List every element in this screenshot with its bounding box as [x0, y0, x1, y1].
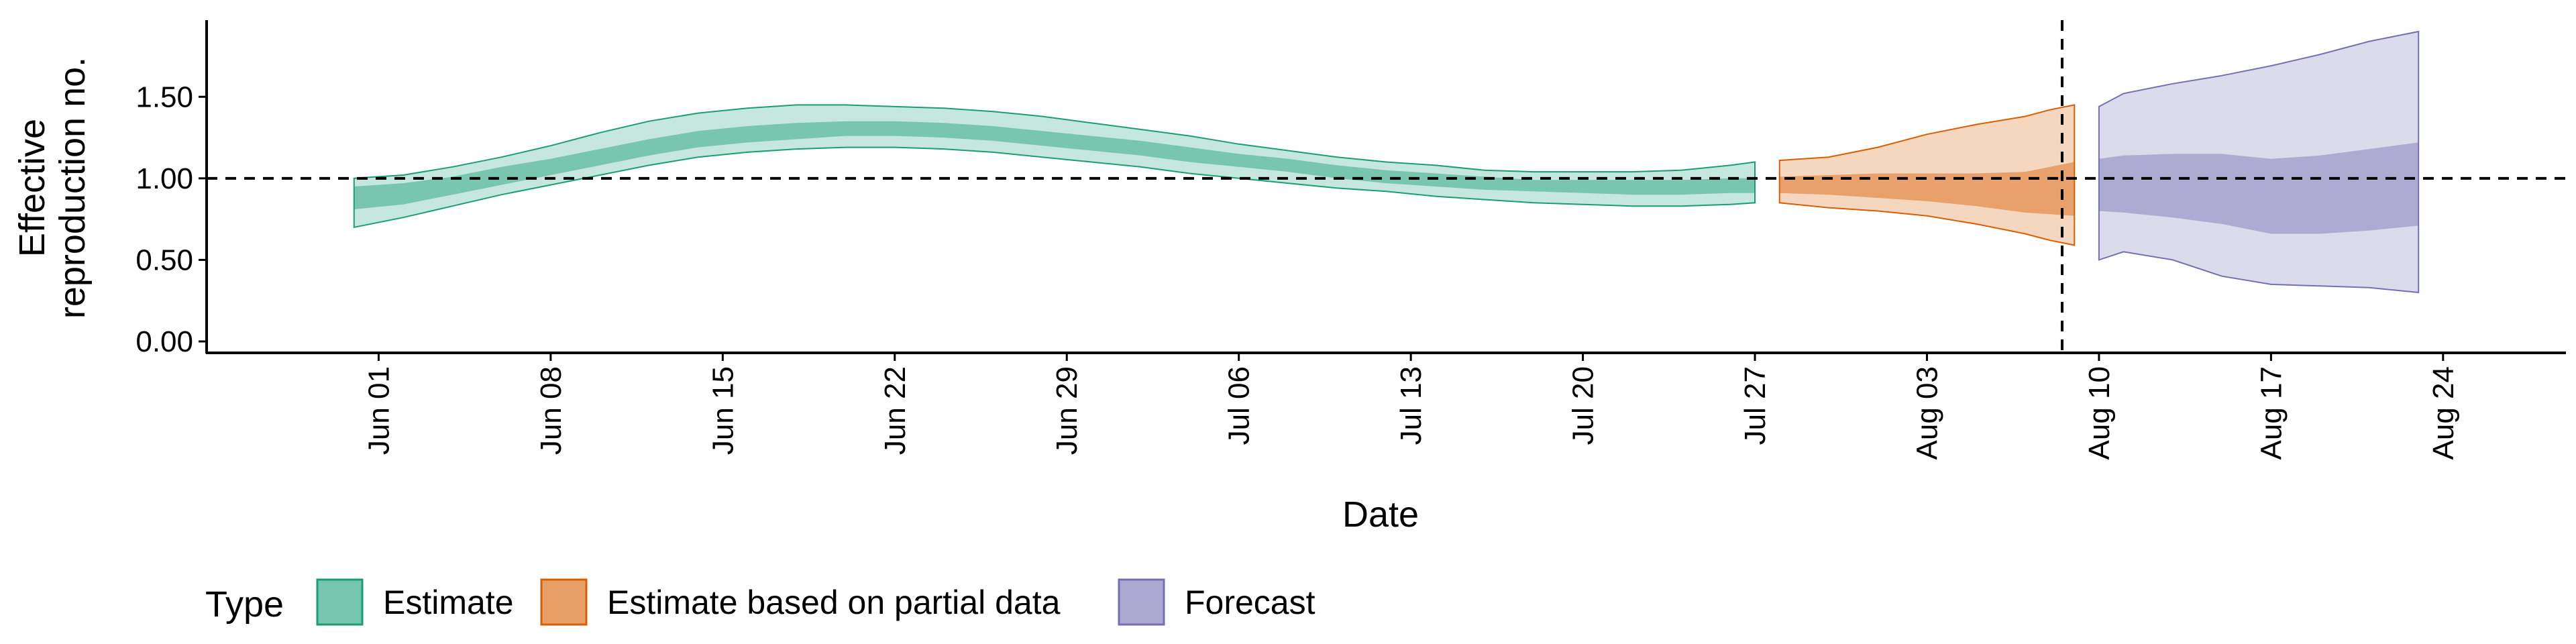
x-tick-label: Aug 17 [2255, 366, 2288, 460]
y-axis-title-line1: Effective [12, 119, 52, 257]
x-tick-label: Jun 01 [362, 366, 395, 455]
legend-label-estimate-based-on-partial-data: Estimate based on partial data [607, 584, 1061, 621]
band-90-estimate [353, 104, 1756, 229]
legend-label-estimate: Estimate [383, 584, 514, 621]
x-tick-label: Jun 29 [1051, 366, 1083, 455]
band-90-forecast [2098, 30, 2420, 294]
y-axis-title-line2: reproduction no. [52, 57, 93, 319]
legend-key-estimate [316, 578, 364, 626]
x-tick-label: Jul 06 [1223, 366, 1256, 445]
x-tick-label: Jun 08 [535, 366, 568, 455]
axes: 0.00 0.50 1.00 1.50 Jun 01 Jun 08 Jun 15 Jun 22… [136, 20, 2566, 460]
series-estimate [353, 104, 1756, 229]
series-estimate-based-on-partial-data [1778, 104, 2076, 246]
band-50-estimate-based-on-partial-data [1779, 162, 2075, 216]
ribbons-layer [353, 30, 2420, 294]
series-forecast [2098, 30, 2420, 294]
x-tick-label: Jun 15 [706, 366, 739, 455]
x-tick-label: Jul 13 [1395, 366, 1428, 445]
x-tick-label: Aug 24 [2427, 366, 2460, 460]
y-tick-label: 1.00 [136, 162, 193, 195]
x-tick-label: Jun 22 [879, 366, 912, 455]
band-50-estimate [354, 121, 1755, 209]
band-90-estimate-based-on-partial-data [1778, 104, 2076, 246]
x-axis-title: Date [1342, 494, 1419, 535]
y-tick-label: 0.50 [136, 244, 193, 276]
legend-label-forecast: Forecast [1185, 584, 1316, 621]
x-tick-label: Aug 03 [1911, 366, 1944, 460]
y-tick-label: 0.00 [136, 325, 193, 358]
x-tick-label: Aug 10 [2083, 366, 2116, 460]
band-50-forecast [2098, 142, 2419, 234]
x-tick-label: Jul 27 [1739, 366, 1772, 445]
y-tick-label: 1.50 [136, 80, 193, 113]
legend-key-forecast [1118, 578, 1165, 626]
x-tick-label: Jul 20 [1567, 366, 1600, 445]
legend: Type Estimate Estimate based on partial d… [205, 578, 1316, 626]
legend-key-estimate-based-on-partial-data [540, 578, 588, 626]
legend-title: Type [205, 584, 284, 625]
